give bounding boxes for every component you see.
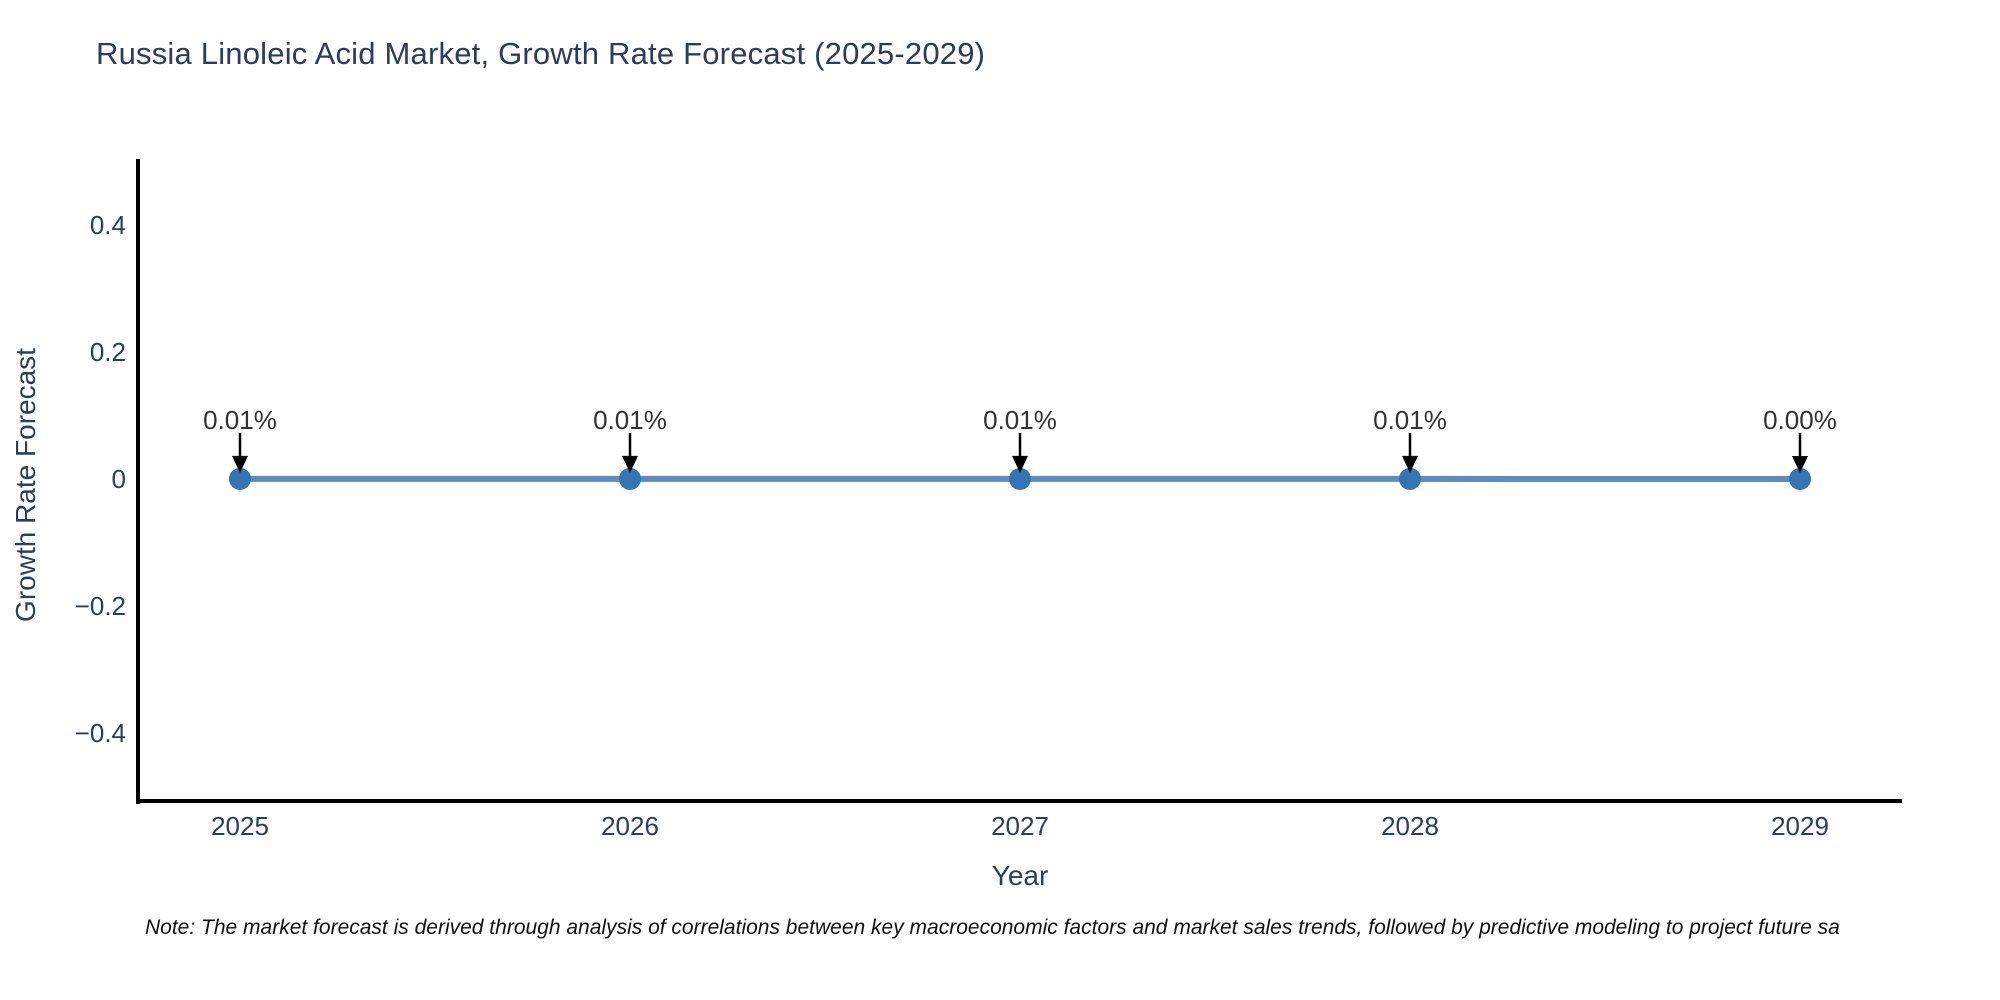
data-point-marker bbox=[619, 467, 641, 490]
y-tick-label: −0.4 bbox=[74, 718, 126, 748]
data-point-marker bbox=[229, 467, 251, 490]
annotation-arrowhead-icon bbox=[622, 455, 638, 473]
point-annotation: 0.01% bbox=[593, 404, 667, 435]
x-tick-label: 2026 bbox=[601, 811, 659, 841]
x-tick-label: 2028 bbox=[1381, 811, 1439, 841]
x-tick-label: 2027 bbox=[991, 811, 1049, 841]
y-tick-label: −0.2 bbox=[74, 591, 126, 621]
y-tick-label: 0.4 bbox=[89, 210, 126, 240]
y-axis-line bbox=[136, 159, 140, 804]
chart-title: Russia Linoleic Acid Market, Growth Rate… bbox=[96, 36, 986, 71]
data-point-marker bbox=[1789, 468, 1811, 490]
data-point-marker bbox=[1399, 467, 1421, 490]
x-tick-label: 2029 bbox=[1771, 811, 1829, 841]
x-axis-line bbox=[136, 799, 1902, 803]
y-tick-label: 0 bbox=[111, 464, 126, 494]
annotation-arrowhead-icon bbox=[1012, 455, 1028, 473]
x-tick-label: 2025 bbox=[211, 811, 269, 841]
annotation-arrowhead-icon bbox=[1402, 455, 1418, 473]
footnote: Note: The market forecast is derived thr… bbox=[145, 916, 1840, 939]
point-annotation: 0.01% bbox=[983, 404, 1057, 435]
annotation-arrowhead-icon bbox=[1792, 456, 1808, 473]
x-axis-title: Year bbox=[991, 860, 1049, 891]
point-annotation: 0.01% bbox=[203, 404, 277, 435]
y-tick-label: 0.2 bbox=[89, 337, 126, 367]
point-annotation: 0.00% bbox=[1763, 405, 1837, 435]
point-annotation: 0.01% bbox=[1373, 404, 1447, 435]
data-point-marker bbox=[1009, 467, 1031, 490]
annotation-arrowhead-icon bbox=[232, 455, 248, 473]
